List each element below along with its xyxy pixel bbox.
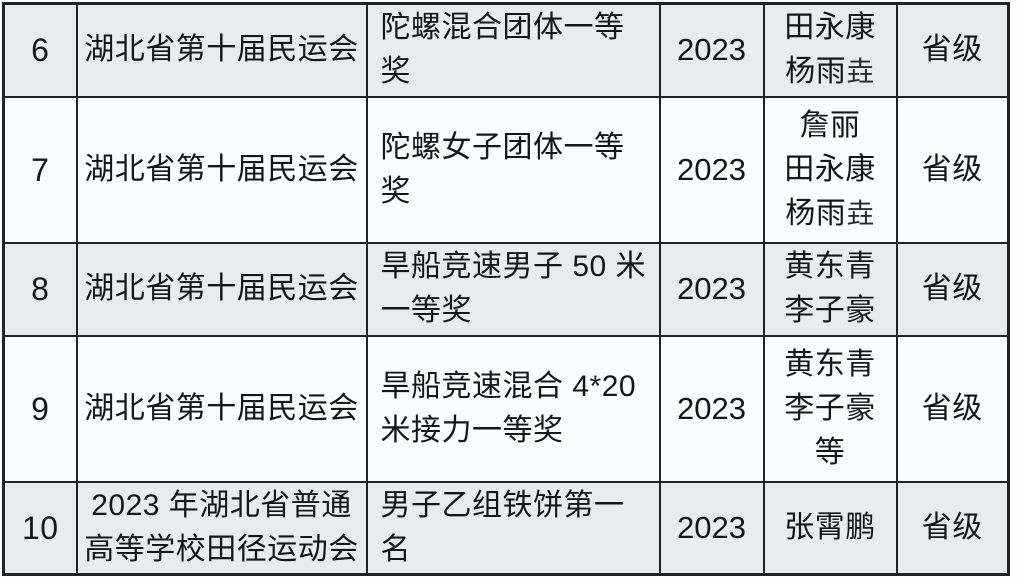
cell-line: 杨雨垚 [785,196,875,230]
cell-line: 李子豪 [784,391,876,425]
cell-row-number: 10 [2,480,78,576]
cell-line: 黄东青 [784,347,876,381]
cell-line: 湖北省第十届民运会 [84,272,359,305]
awards-table-body: 6 湖北省第十届民运会 陀螺混合团体一等奖 2023 田永康 杨雨垚 省级 7 湖北省第十届民运… [2,2,1010,576]
cell-line: 旱船竞速男子 50 米 [380,250,647,283]
cell-year: 2023 [658,2,765,98]
cell-line: 田永康 [784,11,876,45]
cell-line: 湖北省第十届民运会 [84,152,359,186]
cell-year: 2023 [658,334,765,483]
cell-line: 高等学校田径运动会 [84,532,359,566]
cell-line: 杨雨垚 [785,55,875,89]
cell-competition-name: 湖北省第十届民运会 [75,2,368,98]
cell-line: 男子乙组铁饼第一名 [380,488,625,566]
cell-award-title: 男子乙组铁饼第一名 [365,480,661,576]
awards-table: 6 湖北省第十届民运会 陀螺混合团体一等奖 2023 田永康 杨雨垚 省级 7 湖北省第十届民运… [2,2,1010,576]
cell-athlete-names: 张霄鹏 [762,480,898,576]
cell-line: 一等奖 [380,294,472,327]
cell-competition-name: 湖北省第十届民运会 [75,241,368,337]
cell-line: 李子豪 [784,294,876,327]
cell-line: 田永康 [784,152,876,186]
table-row: 7 湖北省第十届民运会 陀螺女子团体一等奖 2023 詹丽 田永康 杨雨垚 省级 [2,95,1010,244]
cell-line: 旱船竞速混合 4*20 [380,369,637,403]
cell-year: 2023 [658,480,765,576]
cell-line: 陀螺女子团体一等奖 [380,130,625,208]
cell-line: 米接力一等奖 [380,413,564,447]
cell-year: 2023 [658,95,765,244]
cell-line: 黄东青 [784,250,876,283]
cell-award-level: 省级 [895,241,1010,337]
cell-competition-name: 湖北省第十届民运会 [75,95,368,244]
fallback-font-glyph: 垚 [846,196,875,230]
cell-row-number: 7 [2,95,78,244]
table-row: 8 湖北省第十届民运会 旱船竞速男子 50 米一等奖 2023 黄东青 李子豪 省级 [2,241,1010,337]
cell-athlete-names: 田永康杨雨垚 [762,2,898,98]
cell-line: 湖北省第十届民运会 [84,33,359,67]
cell-competition-name: 2023 年湖北省普通 高等学校田径运动会 [75,480,368,576]
cell-line: 2023 年湖北省普通 [91,488,352,522]
cell-award-level: 省级 [895,95,1010,244]
cell-line: 湖北省第十届民运会 [84,391,359,425]
cell-athlete-names: 黄东青 李子豪等 [762,334,898,483]
cell-line: 等 [814,435,846,469]
cell-row-number: 6 [2,2,78,98]
cell-award-title: 陀螺混合团体一等奖 [365,2,661,98]
cell-award-title: 旱船竞速混合 4*20 米接力一等奖 [365,334,661,483]
cell-row-number: 8 [2,241,78,337]
cell-athlete-names: 黄东青 李子豪 [762,241,898,337]
cell-award-level: 省级 [895,334,1010,483]
cell-award-level: 省级 [895,480,1010,576]
table-row: 6 湖北省第十届民运会 陀螺混合团体一等奖 2023 田永康 杨雨垚 省级 [2,2,1010,98]
cell-competition-name: 湖北省第十届民运会 [75,334,368,483]
cell-line: 张霄鹏 [784,510,876,544]
cell-athlete-names: 詹丽田永康杨雨垚 [762,95,898,244]
cell-award-title: 旱船竞速男子 50 米一等奖 [365,241,661,337]
cell-line: 詹丽 [799,108,861,142]
cell-line: 陀螺混合团体一等奖 [380,11,625,89]
cell-row-number: 9 [2,334,78,483]
table-row: 10 2023 年湖北省普通 高等学校田径运动会 男子乙组铁饼第一名 2023 张霄鹏 省级 [2,480,1010,576]
cell-award-level: 省级 [895,2,1010,98]
cell-year: 2023 [658,241,765,337]
fallback-font-glyph: 垚 [846,55,875,89]
table-row: 9 湖北省第十届民运会 旱船竞速混合 4*20 米接力一等奖 2023 黄东青 李子豪等省级 [2,334,1010,483]
cell-award-title: 陀螺女子团体一等奖 [365,95,661,244]
